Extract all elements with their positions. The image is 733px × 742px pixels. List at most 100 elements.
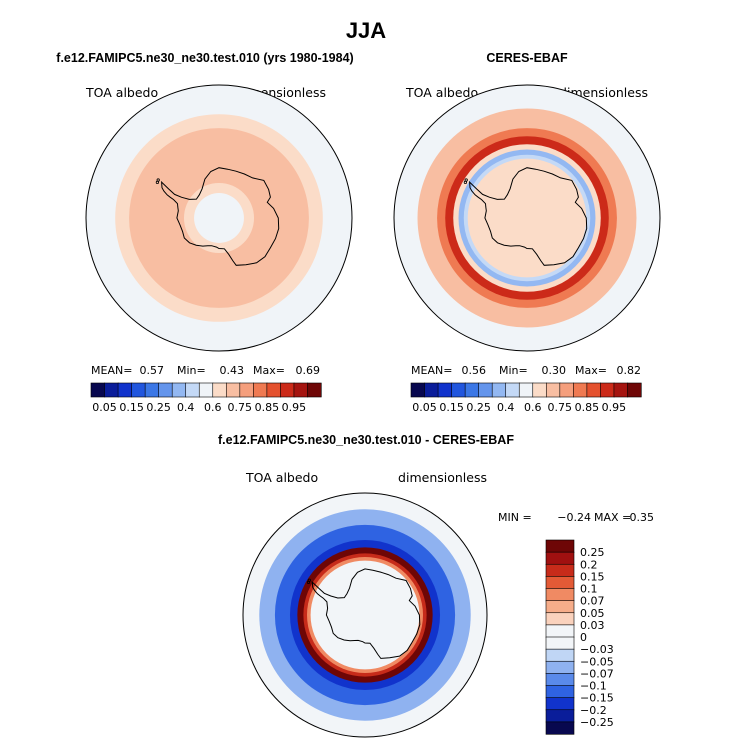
colorbar-swatch (545, 551, 575, 565)
island-outline (464, 178, 468, 182)
colorbar-tick-label: 0.4 (497, 401, 515, 414)
colorbar-tick-label: 0.95 (602, 401, 627, 414)
colorbar-tick-label: 0.05 (412, 401, 437, 414)
colorbar-tick-label: 0.85 (575, 401, 600, 414)
colorbar-swatch (478, 382, 493, 398)
colorbar-swatch (545, 685, 575, 699)
panel-diff-min-label: MIN = (498, 511, 532, 524)
colorbar-tick-label: 0.03 (580, 619, 605, 632)
colorbar-swatch (545, 382, 561, 398)
panel-obs: CERES-EBAF TOA albedo dimensionless MEAN… (393, 51, 661, 414)
panel-diff-colorbar: 0.250.20.150.10.070.050.030−0.03−0.05−0.… (545, 539, 614, 735)
panel-obs-colorbar: 0.05 0.15 0.25 0.4 0.6 0.75 0.85 0.95 (410, 382, 642, 414)
field-band-7 (310, 560, 420, 670)
colorbar-tick-label: 0.95 (282, 401, 307, 414)
colorbar-swatch (158, 382, 173, 398)
colorbar-tick-label: −0.05 (580, 655, 614, 668)
season-title: JJA (346, 18, 386, 43)
panel-model-mean-value: 0.57 (140, 364, 165, 377)
colorbar-swatch (104, 382, 119, 398)
colorbar-swatch (239, 382, 254, 398)
colorbar-tick-label: 0.25 (146, 401, 171, 414)
panel-model-variable: TOA albedo (85, 85, 158, 100)
colorbar-swatch (266, 382, 282, 398)
panel-obs-min-label: Min= (499, 364, 528, 377)
colorbar-swatch (280, 382, 295, 398)
colorbar-swatch (410, 382, 426, 398)
colorbar-swatch (586, 382, 602, 398)
colorbar-tick-label: 0.6 (204, 401, 222, 414)
colorbar-swatch (491, 382, 507, 398)
panel-model-coastline (155, 167, 280, 266)
colorbar-swatch (198, 382, 214, 398)
colorbar-tick-label: −0.1 (580, 680, 607, 693)
colorbar-tick-label: 0.4 (177, 401, 195, 414)
panel-diff-max-value: 0.35 (630, 511, 655, 524)
colorbar-tick-label: 0.75 (228, 401, 253, 414)
colorbar-swatch (545, 588, 575, 602)
colorbar-swatch (573, 382, 588, 398)
colorbar-tick-label: 0.1 (580, 583, 598, 596)
colorbar-tick-label: 0.15 (580, 570, 605, 583)
panel-model-map-border (85, 84, 353, 352)
panel-obs-coastline (463, 167, 588, 266)
colorbar-tick-label: 0.85 (255, 401, 280, 414)
panel-diff-title: f.e12.FAMIPC5.ne30_ne30.test.010 - CERES… (218, 433, 514, 447)
colorbar-swatch (518, 382, 534, 398)
colorbar-swatch (545, 563, 575, 577)
colorbar-swatch (545, 709, 575, 723)
field-band-7 (467, 158, 587, 278)
antarctica-coastline (311, 568, 421, 659)
colorbar-tick-label: 0.05 (92, 401, 117, 414)
colorbar-swatch (464, 382, 480, 398)
panel-model-min-label: Min= (177, 364, 206, 377)
colorbar-tick-label: 0 (580, 631, 587, 644)
panel-model-max-value: 0.69 (296, 364, 321, 377)
colorbar-swatch (545, 600, 575, 614)
panel-model-mean-label: MEAN= (91, 364, 132, 377)
colorbar-swatch (185, 382, 200, 398)
panel-obs-mean-value: 0.56 (462, 364, 487, 377)
colorbar-swatch (627, 382, 642, 398)
colorbar-swatch (253, 382, 268, 398)
antarctica-coastline (469, 167, 588, 266)
panel-diff: f.e12.FAMIPC5.ne30_ne30.test.010 - CERES… (218, 433, 655, 738)
panel-model-map (86, 85, 352, 351)
colorbar-tick-label: 0.75 (548, 401, 573, 414)
colorbar-tick-label: 0.15 (439, 401, 464, 414)
panel-obs-variable: TOA albedo (405, 85, 478, 100)
colorbar-tick-label: 0.07 (580, 595, 605, 608)
colorbar-swatch (532, 382, 547, 398)
colorbar-swatch (144, 382, 160, 398)
colorbar-tick-label: −0.07 (580, 667, 614, 680)
colorbar-swatch (545, 636, 575, 650)
colorbar-swatch (545, 624, 575, 638)
colorbar-tick-label: 0.25 (466, 401, 491, 414)
panel-model-stats: MEAN= 0.57 Min= 0.43 Max= 0.69 (91, 364, 320, 377)
colorbar-swatch (212, 382, 227, 398)
panel-model-colorbar: 0.05 0.15 0.25 0.4 0.6 0.75 0.85 0.95 (90, 382, 322, 414)
island-outline (156, 178, 160, 182)
colorbar-swatch (171, 382, 187, 398)
panel-obs-map (394, 85, 660, 351)
panel-obs-title: CERES-EBAF (486, 51, 568, 65)
colorbar-swatch (451, 382, 466, 398)
panel-model-title: f.e12.FAMIPC5.ne30_ne30.test.010 (yrs 19… (56, 51, 353, 65)
panel-obs-max-label: Max= (575, 364, 607, 377)
colorbar-swatch (545, 576, 575, 590)
colorbar-swatch (545, 697, 575, 711)
antarctica-coastline (161, 167, 280, 266)
panel-diff-units: dimensionless (398, 470, 487, 485)
colorbar-tick-label: 0.2 (580, 558, 598, 571)
panel-diff-max-label: MAX = (594, 511, 631, 524)
panel-diff-coastline (306, 568, 421, 659)
panel-obs-min-value: 0.30 (542, 364, 567, 377)
colorbar-swatch (225, 382, 241, 398)
panel-obs-mean-label: MEAN= (411, 364, 452, 377)
colorbar-swatch (117, 382, 133, 398)
colorbar-tick-label: 0.15 (119, 401, 144, 414)
colorbar-tick-label: −0.15 (580, 692, 614, 705)
colorbar-swatch (613, 382, 629, 398)
panel-diff-variable: TOA albedo (245, 470, 318, 485)
